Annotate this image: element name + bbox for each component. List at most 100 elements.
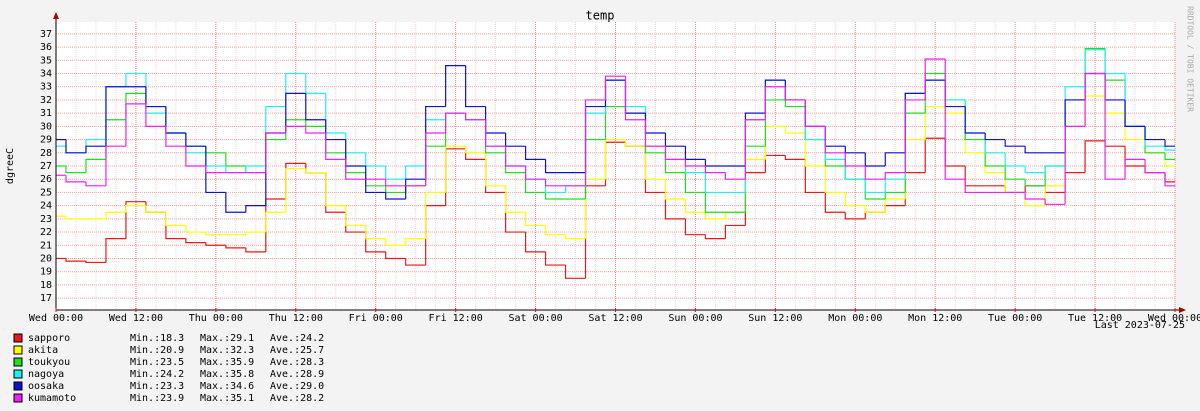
legend-label: kumamoto	[28, 393, 76, 404]
y-tick-label: 26	[40, 174, 52, 185]
series-step	[185, 146, 206, 167]
series-step	[984, 132, 1006, 141]
legend-stat: Ave.:28.3	[270, 357, 324, 368]
series-step	[425, 191, 446, 239]
series-step	[764, 86, 786, 120]
legend-stat: Ave.:24.2	[270, 333, 324, 344]
series-step	[405, 258, 426, 266]
series-step	[744, 119, 766, 180]
x-tick-label: Mon 00:00	[828, 313, 882, 324]
series-step	[445, 64, 466, 107]
legend-label: toukyou	[28, 357, 70, 368]
series-step	[205, 242, 226, 246]
legend-swatch	[13, 369, 23, 379]
legend-stat: Ave.:25.7	[270, 345, 324, 356]
series-step	[544, 225, 566, 236]
series-step	[924, 58, 946, 100]
series-step	[564, 234, 586, 240]
series-step	[85, 261, 106, 264]
series-step	[784, 99, 806, 108]
series-step	[784, 86, 806, 101]
series-step	[185, 238, 206, 244]
axis-arrow	[53, 12, 59, 19]
legend-stat: Min.:18.3	[130, 333, 184, 344]
series-step	[65, 166, 86, 174]
x-tick-label: Thu 12:00	[269, 313, 323, 324]
series-step	[385, 238, 406, 246]
series-step	[904, 99, 926, 173]
series-step	[385, 179, 406, 187]
y-tick-label: 23	[40, 214, 52, 225]
series-step	[504, 185, 526, 213]
series-step	[804, 99, 826, 127]
series-step	[544, 179, 566, 187]
series-step	[285, 168, 306, 213]
y-tick-label: 29	[40, 135, 52, 146]
series-step	[784, 155, 806, 160]
series-step	[1164, 139, 1175, 147]
y-tick-label: 17	[40, 293, 52, 304]
series-step	[524, 232, 546, 253]
series-step	[1024, 146, 1046, 154]
legend-stat: Ave.:29.0	[270, 381, 324, 392]
series-step	[524, 166, 546, 180]
x-tick-label: Fri 00:00	[349, 313, 403, 324]
series-step	[1064, 125, 1086, 205]
series-step	[544, 251, 566, 266]
series-step	[125, 103, 146, 147]
series-step	[524, 146, 546, 160]
series-step	[305, 93, 326, 121]
series-step	[724, 224, 746, 239]
series-step	[465, 146, 486, 154]
series-step	[1084, 140, 1106, 173]
series-step	[784, 126, 806, 134]
series-step	[125, 72, 146, 87]
series-step	[245, 205, 266, 213]
series-step	[285, 92, 306, 133]
series-step	[1124, 99, 1146, 127]
series-step	[225, 192, 246, 213]
series-step	[145, 103, 166, 127]
series-step	[205, 146, 226, 194]
series-step	[405, 165, 426, 180]
y-tick-label: 25	[40, 187, 52, 198]
series-step	[285, 125, 306, 133]
legend-swatch	[13, 357, 23, 367]
series-step	[305, 126, 326, 134]
series-step	[584, 99, 606, 186]
series-step	[1024, 179, 1046, 187]
series-step	[844, 152, 866, 167]
y-tick-label: 35	[40, 55, 52, 66]
series-step	[465, 113, 486, 121]
legend-stat: Max.:34.6	[200, 381, 254, 392]
series-step	[105, 211, 126, 219]
series-step	[1124, 158, 1146, 180]
series-step	[864, 205, 886, 213]
axis-arrow	[1179, 307, 1186, 313]
series-step	[964, 179, 986, 194]
y-tick-label: 24	[40, 201, 52, 212]
series-step	[385, 192, 406, 200]
series-step	[604, 75, 626, 100]
series-step	[385, 251, 406, 260]
series-step	[1004, 152, 1026, 167]
legend-swatch	[13, 381, 23, 391]
series-step	[305, 73, 326, 94]
series-step	[1044, 165, 1066, 173]
legend-stat: Max.:35.1	[200, 393, 254, 404]
series-step	[1004, 166, 1026, 180]
legend-stat: Max.:35.9	[200, 357, 254, 368]
series-step	[1024, 166, 1046, 174]
legend-stat: Max.:35.8	[200, 369, 254, 380]
series-step	[824, 166, 846, 194]
series-step	[245, 247, 266, 253]
series-step	[65, 216, 86, 220]
y-tick-label: 28	[40, 148, 52, 159]
series-step	[405, 238, 426, 246]
x-tick-label: Sat 12:00	[588, 313, 642, 324]
series-step	[704, 192, 726, 213]
series-step	[864, 166, 886, 180]
legend-stat: Ave.:28.9	[270, 369, 324, 380]
series-step	[704, 166, 726, 174]
series-step	[704, 172, 726, 194]
